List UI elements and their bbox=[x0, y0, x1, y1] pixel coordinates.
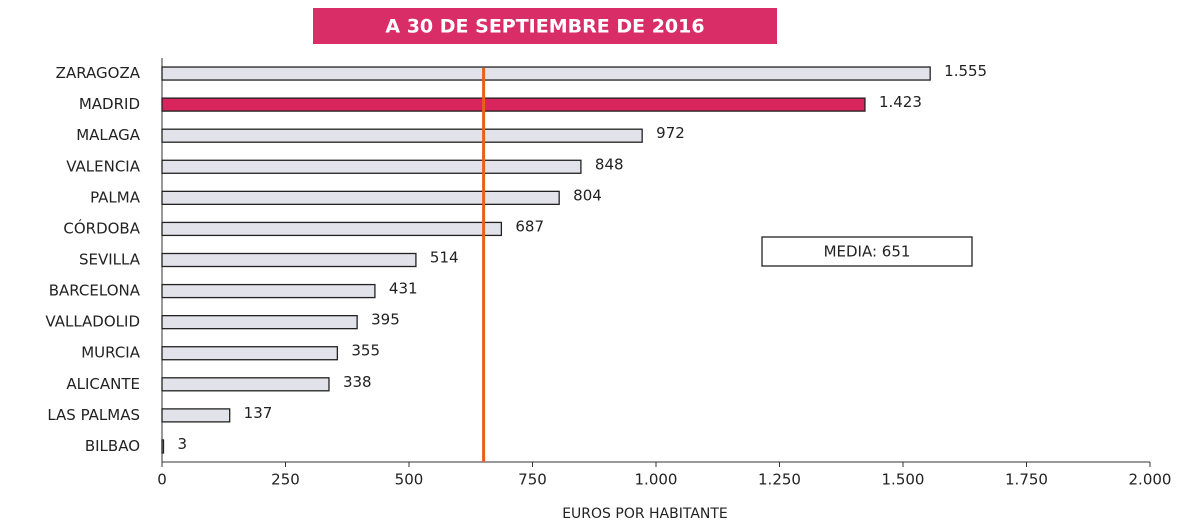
x-tick-label: 2.000 bbox=[1129, 471, 1172, 489]
bar bbox=[161, 252, 417, 268]
bar bbox=[161, 97, 866, 112]
value-label: 3 bbox=[177, 435, 187, 453]
x-tick-label: 1.500 bbox=[882, 471, 925, 489]
y-tick-label: MADRID bbox=[79, 95, 140, 113]
bar bbox=[161, 315, 358, 330]
x-tick-label: 750 bbox=[518, 471, 547, 489]
value-label: 355 bbox=[351, 342, 380, 360]
value-label: 395 bbox=[371, 311, 400, 329]
bar bbox=[161, 408, 231, 423]
bar bbox=[161, 221, 503, 237]
bar bbox=[161, 439, 165, 454]
y-tick-label: VALLADOLID bbox=[45, 313, 140, 331]
annotation-box bbox=[761, 236, 973, 267]
value-label: 431 bbox=[389, 280, 418, 298]
x-tick-label: 250 bbox=[271, 471, 300, 489]
bar bbox=[161, 159, 582, 174]
x-axis-label: EUROS POR HABITANTE bbox=[562, 506, 728, 521]
value-label: 848 bbox=[595, 155, 624, 173]
bar bbox=[161, 377, 330, 392]
y-tick-label: PALMA bbox=[90, 188, 141, 206]
value-label: 972 bbox=[656, 124, 685, 142]
y-tick-label: ALICANTE bbox=[66, 375, 140, 393]
bar bbox=[161, 190, 560, 205]
x-tick-label: 1.750 bbox=[1005, 471, 1048, 489]
value-label: 1.555 bbox=[944, 62, 987, 80]
value-label: 137 bbox=[244, 404, 273, 422]
bar bbox=[161, 66, 931, 81]
value-label: 1.423 bbox=[879, 93, 922, 111]
bar bbox=[161, 283, 376, 299]
value-label: 804 bbox=[573, 186, 602, 204]
annotation: MEDIA: 651 bbox=[824, 243, 911, 261]
y-tick-label: ZARAGOZA bbox=[56, 64, 141, 82]
x-tick-label: 1.000 bbox=[635, 471, 678, 489]
value-label: 338 bbox=[343, 373, 372, 391]
x-tick-label: 500 bbox=[395, 471, 424, 489]
y-tick-label: BARCELONA bbox=[49, 282, 141, 300]
y-tick-label: VALENCIA bbox=[66, 157, 141, 175]
x-tick-label: 0 bbox=[157, 471, 167, 489]
y-tick-label: CÓRDOBA bbox=[63, 218, 140, 237]
y-tick-label: MURCIA bbox=[81, 344, 140, 362]
value-label: 514 bbox=[430, 249, 459, 267]
bar bbox=[161, 128, 643, 143]
y-tick-label: SEVILLA bbox=[79, 251, 141, 269]
title-box bbox=[313, 8, 777, 44]
x-tick-label: 1.250 bbox=[758, 471, 801, 489]
y-tick-label: BILBAO bbox=[85, 437, 140, 455]
y-tick-label: MALAGA bbox=[76, 126, 141, 144]
value-label: 687 bbox=[515, 217, 544, 235]
y-tick-label: LAS PALMAS bbox=[47, 406, 140, 424]
bar bbox=[161, 346, 339, 361]
chart-title: A 30 DE SEPTIEMBRE DE 2016 bbox=[385, 16, 704, 38]
